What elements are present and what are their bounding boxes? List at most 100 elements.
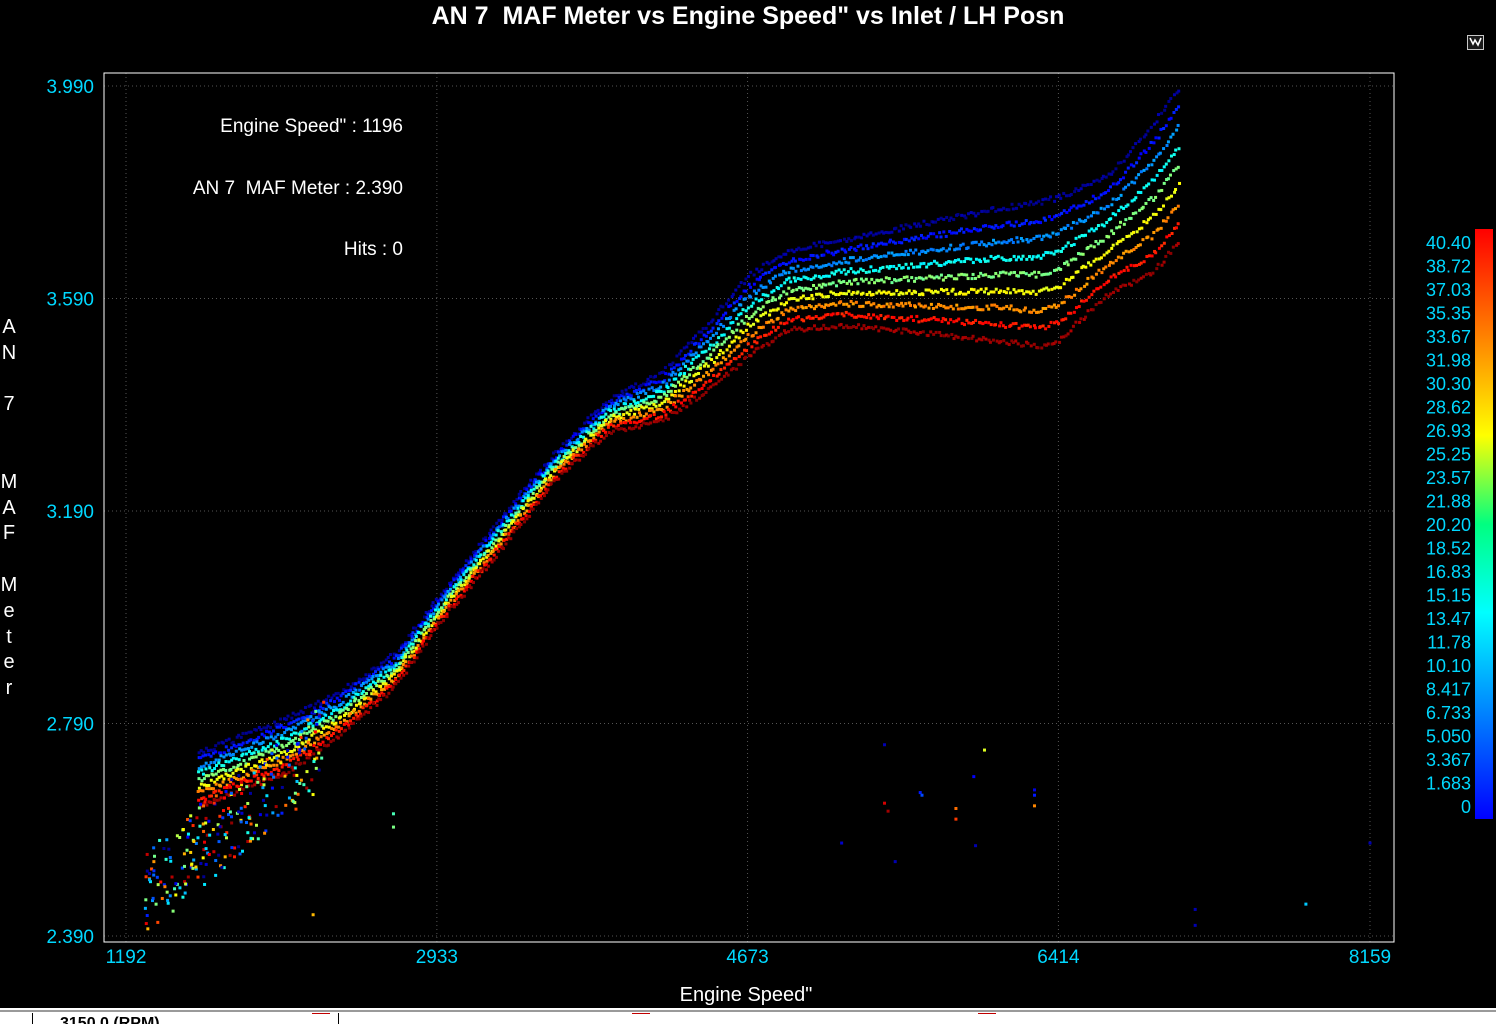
data-point [902,237,906,241]
data-point [744,355,748,359]
data-point [910,262,914,266]
data-point [817,303,821,307]
data-point [807,304,811,308]
data-point [1086,183,1090,187]
data-point [671,361,675,365]
data-point [1114,287,1118,291]
data-point [867,232,871,236]
data-point [1100,271,1104,275]
data-point [1172,93,1176,97]
data-point [1068,208,1072,212]
data-point [648,407,652,411]
data-point [1124,204,1128,208]
data-point [494,533,498,537]
data-point [715,345,719,349]
data-point [429,613,433,617]
data-point [890,230,894,234]
data-point [336,708,340,712]
chart-options-icon[interactable] [1467,35,1484,50]
data-point [683,353,687,357]
data-point [420,642,424,646]
data-point [583,439,587,443]
data-point [230,746,234,750]
data-point [831,291,835,295]
data-point [186,835,190,839]
data-point [899,224,903,228]
data-point [529,498,533,502]
data-point [1089,183,1093,187]
data-point [192,839,196,843]
data-point [852,278,856,282]
data-point [966,212,970,216]
data-point [1125,265,1129,269]
data-point [1124,218,1128,222]
data-point [917,252,921,256]
data-point [1154,136,1158,140]
data-point [411,631,415,635]
data-point [714,363,718,367]
data-point [1079,317,1083,321]
data-point [1047,324,1051,328]
data-point [596,423,600,427]
data-point [309,703,313,707]
data-point [999,340,1003,344]
data-point [255,740,259,744]
data-point [308,730,312,734]
data-point [575,441,579,445]
bottom-strip-chart[interactable]: 3150.0 (RPM) [0,1008,1496,1024]
data-point [461,587,465,591]
data-point [706,340,710,344]
data-point [962,307,966,311]
data-point [637,407,641,411]
data-point [192,858,196,862]
data-point [1132,164,1136,168]
data-point [587,439,591,443]
data-point [837,268,841,272]
data-point [1118,178,1122,182]
data-point [1016,240,1020,244]
data-point [636,401,640,405]
data-point [379,661,383,665]
data-point [265,729,269,733]
data-point [1131,212,1135,216]
data-point [1059,249,1063,253]
data-point [654,417,658,421]
data-point [980,240,984,244]
data-point [207,783,211,787]
strip-tick [32,1013,33,1024]
data-point [1094,257,1098,261]
data-point [824,313,828,317]
data-point [1050,218,1054,222]
data-point [815,327,819,331]
data-point [722,313,726,317]
data-point [882,290,886,294]
data-point [711,383,715,387]
data-point [394,663,398,667]
data-point [280,736,284,740]
data-point [219,796,223,800]
data-point [311,724,315,728]
data-point [162,883,166,887]
data-point [1026,240,1030,244]
data-point [194,865,198,869]
data-point [576,448,580,452]
data-point [670,383,674,387]
data-point [224,769,228,773]
data-point [797,286,801,290]
data-point [642,389,646,393]
data-point [432,615,436,619]
data-point [784,252,788,256]
data-point [955,231,959,235]
data-point [1053,199,1057,203]
data-point [592,437,596,441]
data-point [1170,231,1174,235]
data-point [314,702,318,706]
data-point [650,386,654,390]
data-point [464,564,468,568]
data-point [1027,255,1031,259]
data-point [1139,152,1143,156]
data-point [772,289,776,293]
data-point [836,311,840,315]
data-point [229,785,233,789]
